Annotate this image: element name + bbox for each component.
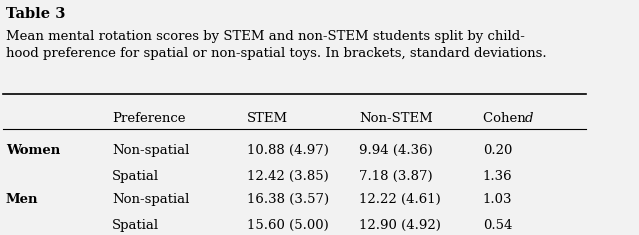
Text: Non-STEM: Non-STEM	[359, 112, 433, 125]
Text: Non-spatial: Non-spatial	[112, 144, 189, 157]
Text: 12.42 (3.85): 12.42 (3.85)	[247, 170, 329, 183]
Text: 10.88 (4.97): 10.88 (4.97)	[247, 144, 329, 157]
Text: Table 3: Table 3	[6, 7, 65, 21]
Text: STEM: STEM	[247, 112, 288, 125]
Text: 1.36: 1.36	[482, 170, 512, 183]
Text: Spatial: Spatial	[112, 170, 159, 183]
Text: 0.20: 0.20	[482, 144, 512, 157]
Text: Men: Men	[6, 193, 38, 206]
Text: Mean mental rotation scores by STEM and non-STEM students split by child-
hood p: Mean mental rotation scores by STEM and …	[6, 30, 546, 60]
Text: 7.18 (3.87): 7.18 (3.87)	[359, 170, 433, 183]
Text: d: d	[525, 112, 534, 125]
Text: Non-spatial: Non-spatial	[112, 193, 189, 206]
Text: 12.90 (4.92): 12.90 (4.92)	[359, 219, 441, 232]
Text: Preference: Preference	[112, 112, 185, 125]
Text: 1.03: 1.03	[482, 193, 512, 206]
Text: 9.94 (4.36): 9.94 (4.36)	[359, 144, 433, 157]
Text: 0.54: 0.54	[482, 219, 512, 232]
Text: 15.60 (5.00): 15.60 (5.00)	[247, 219, 329, 232]
Text: Spatial: Spatial	[112, 219, 159, 232]
Text: Women: Women	[6, 144, 60, 157]
Text: Cohen: Cohen	[482, 112, 530, 125]
Text: 16.38 (3.57): 16.38 (3.57)	[247, 193, 329, 206]
Text: 12.22 (4.61): 12.22 (4.61)	[359, 193, 441, 206]
